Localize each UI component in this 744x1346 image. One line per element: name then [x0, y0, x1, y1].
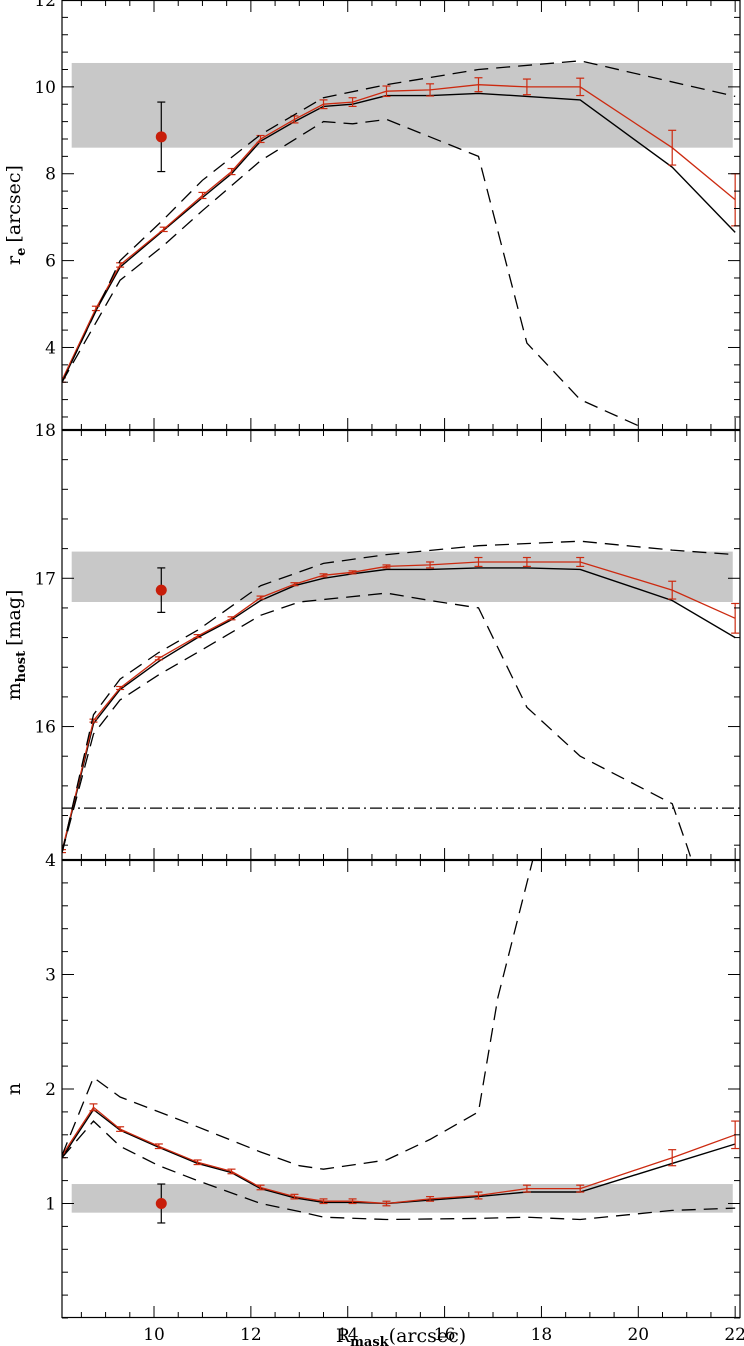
y-tick-label: 4 [45, 338, 56, 358]
x-label-sub: mask [350, 1335, 389, 1346]
y-axis-label: n [3, 1083, 25, 1095]
reference-point [155, 584, 167, 596]
panel-frame [61, 429, 741, 861]
y-tick-label: 2 [45, 1080, 56, 1100]
series-dashed-lower-line [62, 118, 639, 427]
panel-middle: 16 17 18 mhost [mag] [3, 421, 741, 861]
reference-band [71, 62, 733, 148]
series-dashed-upper-line [62, 540, 736, 853]
y-label-unit: [arcsec] [3, 165, 25, 243]
panel-frame [61, 859, 741, 1319]
y-label-main: r [3, 255, 25, 265]
panel-top: 4 6 8 10 12 re [arcsec] [3, 0, 741, 431]
x-tick-label: 12 [240, 1325, 262, 1345]
y-tick-label: 6 [45, 252, 56, 272]
reference-point [155, 131, 167, 143]
y-tick-label: 17 [34, 569, 56, 589]
series-dashed-lower-line [62, 592, 693, 860]
plot-area [62, 860, 740, 1224]
x-tick-label: 18 [531, 1325, 553, 1345]
panel-frame [61, 0, 741, 431]
plot-area [62, 60, 740, 427]
x-axis-label: Rmask(arcsec) [336, 1325, 466, 1346]
y-label-main: n [3, 1083, 25, 1095]
reference-band [71, 1184, 733, 1213]
y-label-unit: [mag] [3, 590, 25, 646]
x-tick-label: 10 [143, 1325, 165, 1345]
x-tick-label: 20 [627, 1325, 649, 1345]
reference-band [71, 551, 733, 602]
series-black-line [62, 567, 736, 853]
y-tick-label: 16 [34, 718, 56, 738]
x-label-main: R [336, 1325, 351, 1346]
x-tick-label: 16 [434, 1325, 456, 1345]
plot-area [62, 540, 740, 860]
reference-point [155, 1198, 167, 1209]
y-tick-label: 10 [34, 78, 56, 98]
y-axis-label: re [arcsec] [3, 165, 29, 265]
y-tick-label: 1 [45, 1195, 56, 1215]
y-tick-label: 4 [45, 851, 56, 871]
x-tick-label: 22 [724, 1325, 744, 1345]
x-label-unit: (arcsec) [389, 1325, 467, 1346]
series-dashed-upper-line [62, 860, 534, 1170]
y-tick-label: 8 [45, 165, 56, 185]
y-label-sub: e [14, 248, 29, 256]
y-tick-label: 3 [45, 966, 56, 986]
x-tick-label: 14 [337, 1325, 359, 1345]
y-axis-label: mhost [mag] [3, 590, 29, 701]
series-dashed-upper-line [62, 60, 736, 383]
y-tick-label: 12 [34, 0, 56, 11]
y-label-sub: host [14, 651, 29, 682]
y-label-main: m [3, 682, 25, 700]
y-tick-label: 18 [34, 421, 56, 441]
series-dashed-lower-line [62, 1120, 736, 1221]
